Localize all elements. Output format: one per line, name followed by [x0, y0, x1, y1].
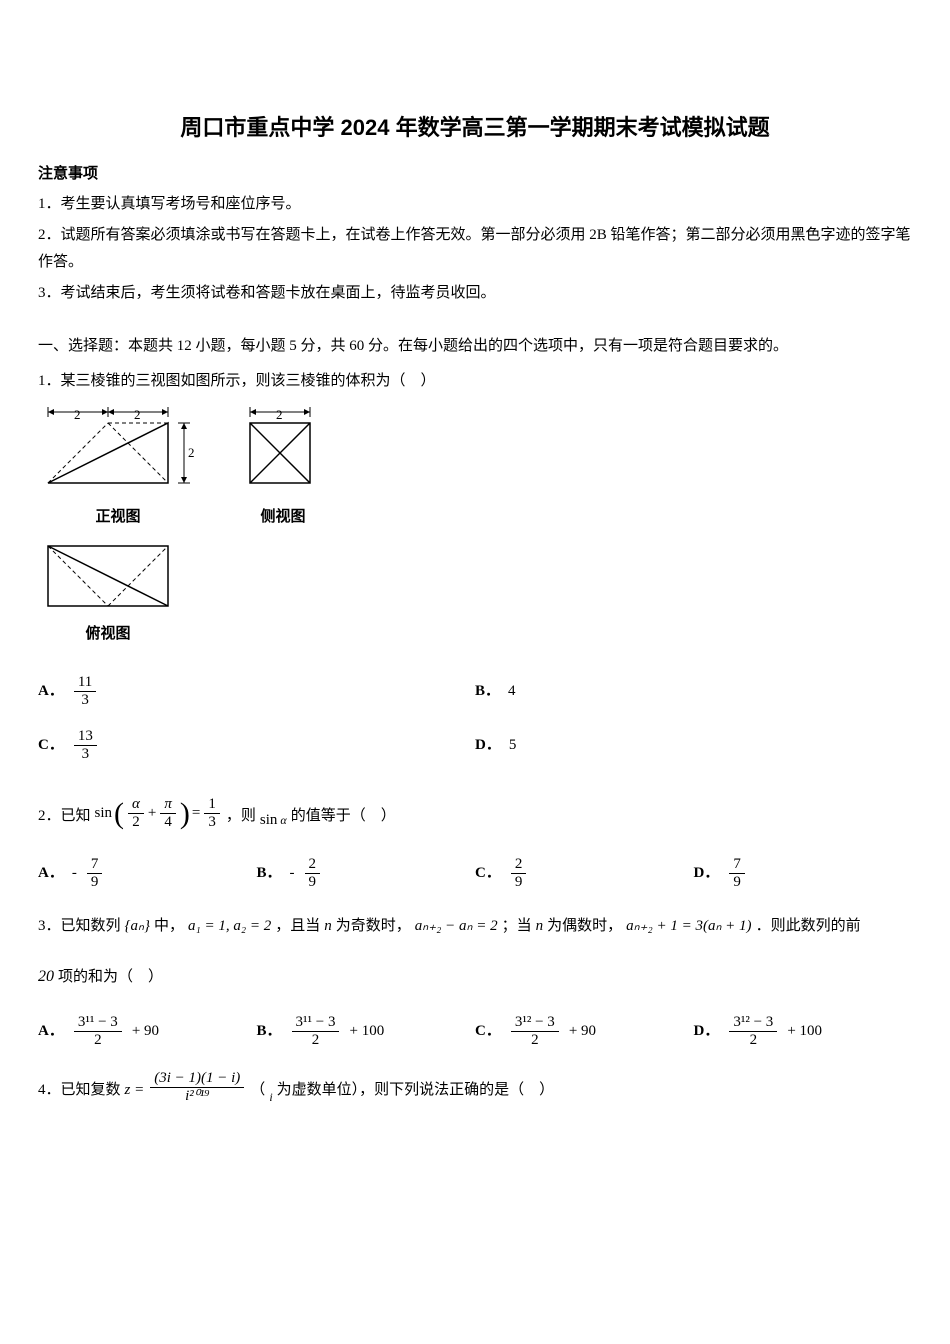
notice-item-3: 3．考试结束后，考生须将试卷和答题卡放在桌面上，待监考员收回。 [38, 280, 912, 307]
q3-opt-c: C． 3¹² − 32 + 90 [475, 1014, 694, 1048]
opt-label: B． [475, 678, 500, 705]
q1-figures: 2 2 2 [38, 405, 912, 648]
opt-label: A． [38, 678, 64, 705]
q1-front-view: 2 2 2 [38, 405, 198, 500]
top-view-label: 俯视图 [85, 621, 130, 648]
q3-opt-a: A． 3¹¹ − 32 + 90 [38, 1014, 257, 1048]
q2: 2．已知 sin ( α2 + π4 ) = 13 ，则 sin α 的值等于（… [38, 796, 912, 890]
q2-stem: 2．已知 sin ( α2 + π4 ) = 13 ，则 sin α 的值等于（… [38, 796, 912, 830]
q1-opt-d: D． 5 [475, 718, 912, 772]
side-view-label: 侧视图 [260, 504, 305, 531]
q3-stem: 3．已知数列 {aₙ} 中， a₁ = 1, a₂ = 2 ，且当 n 为奇数时… [38, 908, 912, 944]
q2-opt-d: D． 79 [694, 856, 913, 890]
dim-text: 2 [188, 445, 195, 460]
dim-text: 2 [276, 407, 283, 422]
q1: 1．某三棱锥的三视图如图所示，则该三棱锥的体积为（ ） 2 2 [38, 368, 912, 772]
q2-opt-c: C． 29 [475, 856, 694, 890]
q1-stem: 1．某三棱锥的三视图如图所示，则该三棱锥的体积为（ ） [38, 368, 912, 395]
q2-options: A． - 79 B． - 29 C． 29 D． 79 [38, 856, 912, 890]
opt-label: D． [475, 732, 501, 759]
front-view-label: 正视图 [95, 504, 140, 531]
dim-text: 2 [134, 407, 141, 422]
notice-header: 注意事项 [38, 162, 912, 183]
q1-opt-b: B． 4 [475, 664, 912, 718]
opt-label: C． [38, 732, 64, 759]
page-title: 周口市重点中学 2024 年数学高三第一学期期末考试模拟试题 [38, 110, 912, 142]
q3-opt-b: B． 3¹¹ − 32 + 100 [257, 1014, 476, 1048]
q2-opt-b: B． - 29 [257, 856, 476, 890]
dim-text: 2 [74, 407, 81, 422]
q3-opt-d: D． 3¹² − 32 + 100 [694, 1014, 913, 1048]
q2-opt-a: A． - 79 [38, 856, 257, 890]
q1-opt-c: C． 133 [38, 718, 475, 772]
notice-item-1: 1．考生要认真填写考场号和座位序号。 [38, 191, 912, 218]
q1-options: A． 113 B． 4 C． 133 D． 5 [38, 664, 912, 772]
q1-opt-a: A． 113 [38, 664, 475, 718]
q3: 3．已知数列 {aₙ} 中， a₁ = 1, a₂ = 2 ，且当 n 为奇数时… [38, 908, 912, 1048]
notice-item-2: 2．试题所有答案必须填涂或书写在答题卡上，在试卷上作答无效。第一部分必须用 2B… [38, 222, 912, 276]
q4: 4．已知复数 z = (3i − 1)(1 − i) i²⁰¹⁹ （i 为虚数单… [38, 1070, 912, 1104]
q3-options: A． 3¹¹ − 32 + 90 B． 3¹¹ − 32 + 100 C． 3¹… [38, 1014, 912, 1048]
section-1-header: 一、选择题：本题共 12 小题，每小题 5 分，共 60 分。在每小题给出的四个… [38, 333, 912, 360]
q1-top-view [38, 541, 178, 617]
q1-side-view: 2 [238, 405, 328, 500]
q4-stem: 4．已知复数 z = (3i − 1)(1 − i) i²⁰¹⁹ （i 为虚数单… [38, 1070, 912, 1104]
